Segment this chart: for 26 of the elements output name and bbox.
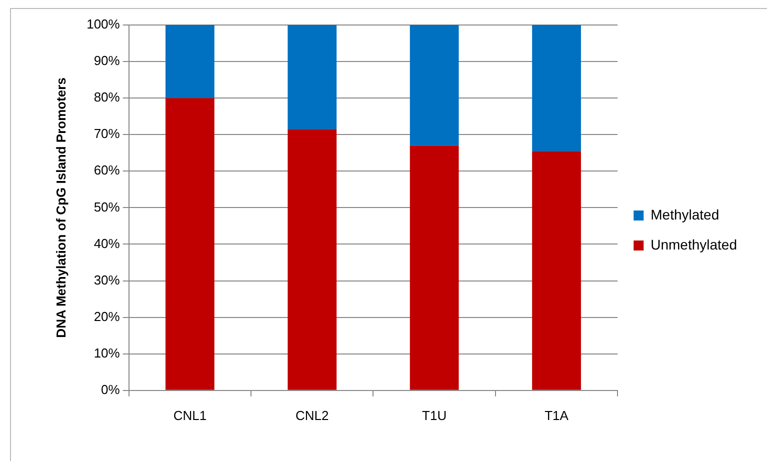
y-tick-label: 40% — [94, 236, 120, 251]
x-tick-label: T1A — [544, 408, 569, 423]
legend-label: Unmethylated — [650, 236, 738, 252]
y-tick-label: 30% — [94, 272, 120, 288]
x-tick-label: CNL1 — [173, 408, 207, 423]
bar — [410, 146, 459, 390]
x-tick-label: CNL2 — [296, 408, 329, 423]
y-tick-label: 70% — [94, 126, 120, 142]
y-tick-label: 20% — [94, 308, 120, 324]
bar — [288, 129, 337, 390]
y-tick-label: 80% — [94, 90, 120, 105]
y-tick-label: 100% — [86, 16, 120, 32]
legend-label: Methylated — [650, 206, 720, 222]
y-tick-label: 0% — [101, 382, 120, 397]
y-axis-title: DNA Methylation of CpG Island Promoters — [53, 78, 68, 338]
x-tick-label: T1U — [422, 408, 447, 423]
y-tick-label: 90% — [94, 53, 120, 68]
y-tick-label: 60% — [94, 162, 120, 178]
bar — [532, 151, 581, 390]
y-tick-label: 10% — [94, 345, 120, 360]
bar — [288, 25, 337, 130]
bar — [166, 25, 214, 98]
bar — [166, 98, 214, 390]
bar — [532, 25, 581, 152]
bar — [410, 25, 459, 146]
y-tick-label: 50% — [94, 199, 120, 214]
